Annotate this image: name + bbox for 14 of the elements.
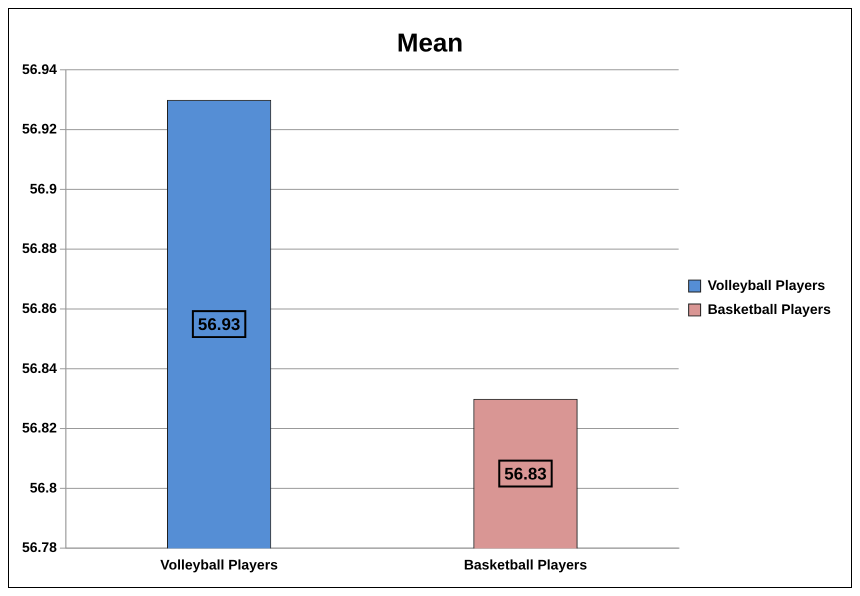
legend-label: Basketball Players (708, 300, 832, 317)
y-tick-label: 56.78 (22, 539, 58, 556)
y-tick-label: 56.82 (22, 420, 58, 436)
legend-label: Volleyball Players (708, 276, 826, 293)
y-tick-label: 56.94 (22, 60, 58, 77)
y-tick-label: 56.84 (22, 360, 58, 376)
y-tick-label: 56.86 (22, 300, 58, 316)
chart-title: Mean (396, 30, 464, 58)
data-label: 56.93 (198, 314, 240, 334)
y-tick-label: 56.92 (22, 120, 58, 137)
y-tick-label: 56.88 (22, 240, 58, 256)
data-label: 56.83 (504, 464, 547, 484)
y-tick-label: 56.8 (30, 479, 58, 496)
y-tick-label: 56.9 (30, 180, 58, 196)
